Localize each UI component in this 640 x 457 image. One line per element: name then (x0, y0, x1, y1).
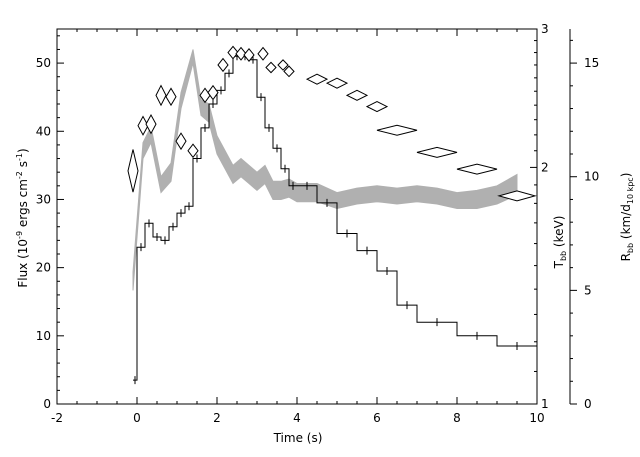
flux-title-part: ergs cm (16, 179, 30, 231)
rbb-tick-label: 5 (584, 283, 592, 297)
plot-frame (56, 28, 538, 405)
rbb-title-part: ) (619, 173, 633, 178)
temperature-point (207, 84, 219, 101)
tbb-title-subscript: bb (559, 251, 568, 261)
temperature-point (127, 149, 139, 193)
temperature-point (145, 113, 157, 135)
tbb-tick-label: 3 (541, 22, 549, 36)
temperature-point (217, 57, 229, 73)
tbb-tick-label: 1 (541, 397, 549, 411)
flux-tick-label: 30 (36, 192, 51, 206)
flux-tick-label: 10 (36, 329, 51, 343)
tbb-title-part: (keV) (552, 216, 566, 251)
flux-title-superscript: -1 (15, 153, 24, 161)
temperature-point (497, 190, 537, 202)
temperature-point (277, 59, 289, 71)
tbb-axis-title: Tbb (keV) (552, 216, 568, 270)
temperature-points-layer (127, 45, 537, 202)
temperature-point (365, 101, 389, 113)
x-tick-label: 4 (293, 411, 301, 425)
x-axis-title: Time (s) (273, 431, 323, 445)
x-tick-label: 2 (213, 411, 221, 425)
temperature-point (175, 132, 187, 151)
rbb-title-subscript: 10 kpc (626, 177, 635, 204)
rbb-axis-title: Rbb (km/d10 kpc) (619, 173, 635, 262)
flux-tick-label: 40 (36, 124, 51, 138)
flux-tick-label: 0 (43, 397, 51, 411)
tbb-title-part: T (552, 260, 566, 269)
flux-tick-label: 50 (36, 56, 51, 70)
x-tick-label: 6 (373, 411, 381, 425)
temperature-point (187, 143, 199, 159)
temperature-point (416, 146, 458, 158)
flux-title-part: ) (16, 148, 30, 153)
flux-title-superscript: -2 (15, 171, 24, 179)
flux-tick-label: 20 (36, 261, 51, 275)
temperature-point (345, 89, 369, 101)
temperature-point (283, 65, 295, 78)
temperature-point (265, 61, 277, 74)
rbb-title-subscript: bb (626, 243, 635, 253)
rbb-title-part: (km/d (619, 204, 633, 243)
temperature-point (305, 73, 329, 85)
rbb-tick-label: 10 (584, 170, 599, 184)
temperature-point (243, 48, 255, 62)
temperature-point (155, 84, 167, 107)
rbb-tick-label: 0 (584, 397, 592, 411)
temperature-point (325, 77, 349, 89)
flux-title-part: s (16, 161, 30, 171)
rbb-title-part: R (619, 253, 633, 261)
x-tick-label: 10 (529, 411, 544, 425)
temperature-point (257, 46, 269, 61)
x-tick-label: 0 (133, 411, 141, 425)
flux-title-superscript: -9 (15, 231, 24, 239)
x-tick-label: -2 (51, 411, 63, 425)
flux-axis-title: Flux (10-9 ergs cm-2 s-1) (15, 148, 30, 287)
temperature-point (376, 124, 418, 136)
x-tick-label: 8 (453, 411, 461, 425)
rbb-tick-label: 15 (584, 56, 599, 70)
axis-labels: Time (s) Flux (10-9 ergs cm-2 s-1) Tbb (… (15, 148, 635, 445)
temperature-point (165, 87, 177, 107)
tbb-tick-label: 2 (541, 160, 549, 174)
flux-histogram-line (133, 55, 537, 381)
flux-histogram-layer (133, 52, 537, 385)
flux-title-part: Flux (10 (16, 239, 30, 288)
temperature-point (456, 163, 498, 175)
